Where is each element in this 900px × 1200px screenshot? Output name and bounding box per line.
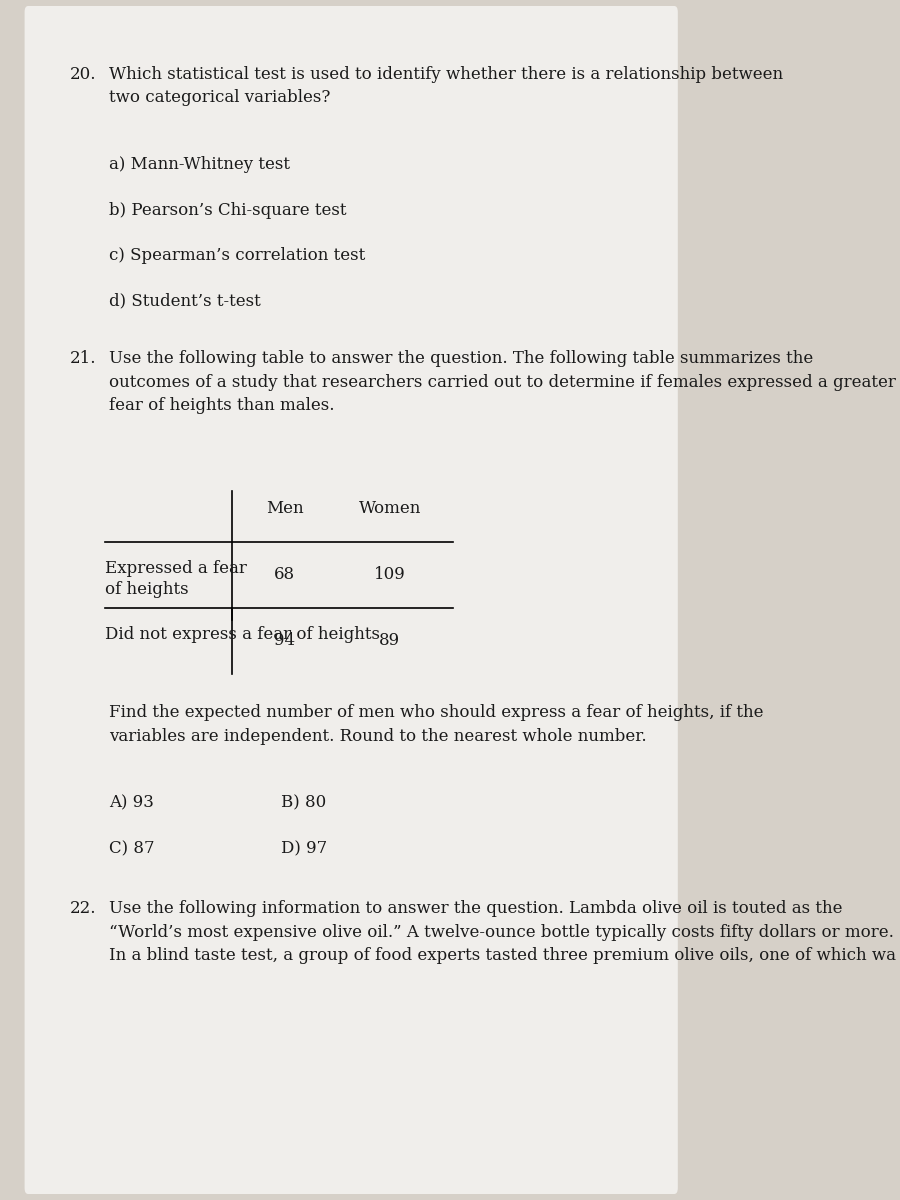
Text: 94: 94: [274, 632, 295, 649]
FancyBboxPatch shape: [24, 6, 678, 1194]
Text: b) Pearson’s Chi-square test: b) Pearson’s Chi-square test: [109, 202, 346, 218]
Text: Find the expected number of men who should express a fear of heights, if the
var: Find the expected number of men who shou…: [109, 704, 763, 745]
Text: Expressed a fear
of heights: Expressed a fear of heights: [105, 560, 248, 599]
Text: Use the following table to answer the question. The following table summarizes t: Use the following table to answer the qu…: [109, 350, 896, 414]
Text: Which statistical test is used to identify whether there is a relationship betwe: Which statistical test is used to identi…: [109, 66, 783, 107]
Text: D) 97: D) 97: [281, 840, 328, 857]
Text: A) 93: A) 93: [109, 794, 154, 811]
Text: 21.: 21.: [70, 350, 96, 367]
Text: a) Mann-Whitney test: a) Mann-Whitney test: [109, 156, 290, 173]
Text: d) Student’s t-test: d) Student’s t-test: [109, 293, 261, 310]
Text: 109: 109: [374, 566, 406, 583]
Text: Use the following information to answer the question. Lambda olive oil is touted: Use the following information to answer …: [109, 900, 896, 964]
Text: 89: 89: [379, 632, 400, 649]
Text: 20.: 20.: [70, 66, 96, 83]
Text: c) Spearman’s correlation test: c) Spearman’s correlation test: [109, 247, 365, 264]
Text: B) 80: B) 80: [281, 794, 326, 811]
Text: 68: 68: [274, 566, 295, 583]
Text: Did not express a fear of heights: Did not express a fear of heights: [105, 626, 381, 643]
Text: Men: Men: [266, 500, 303, 517]
Text: 22.: 22.: [70, 900, 96, 917]
Text: C) 87: C) 87: [109, 840, 155, 857]
Text: Women: Women: [358, 500, 421, 517]
